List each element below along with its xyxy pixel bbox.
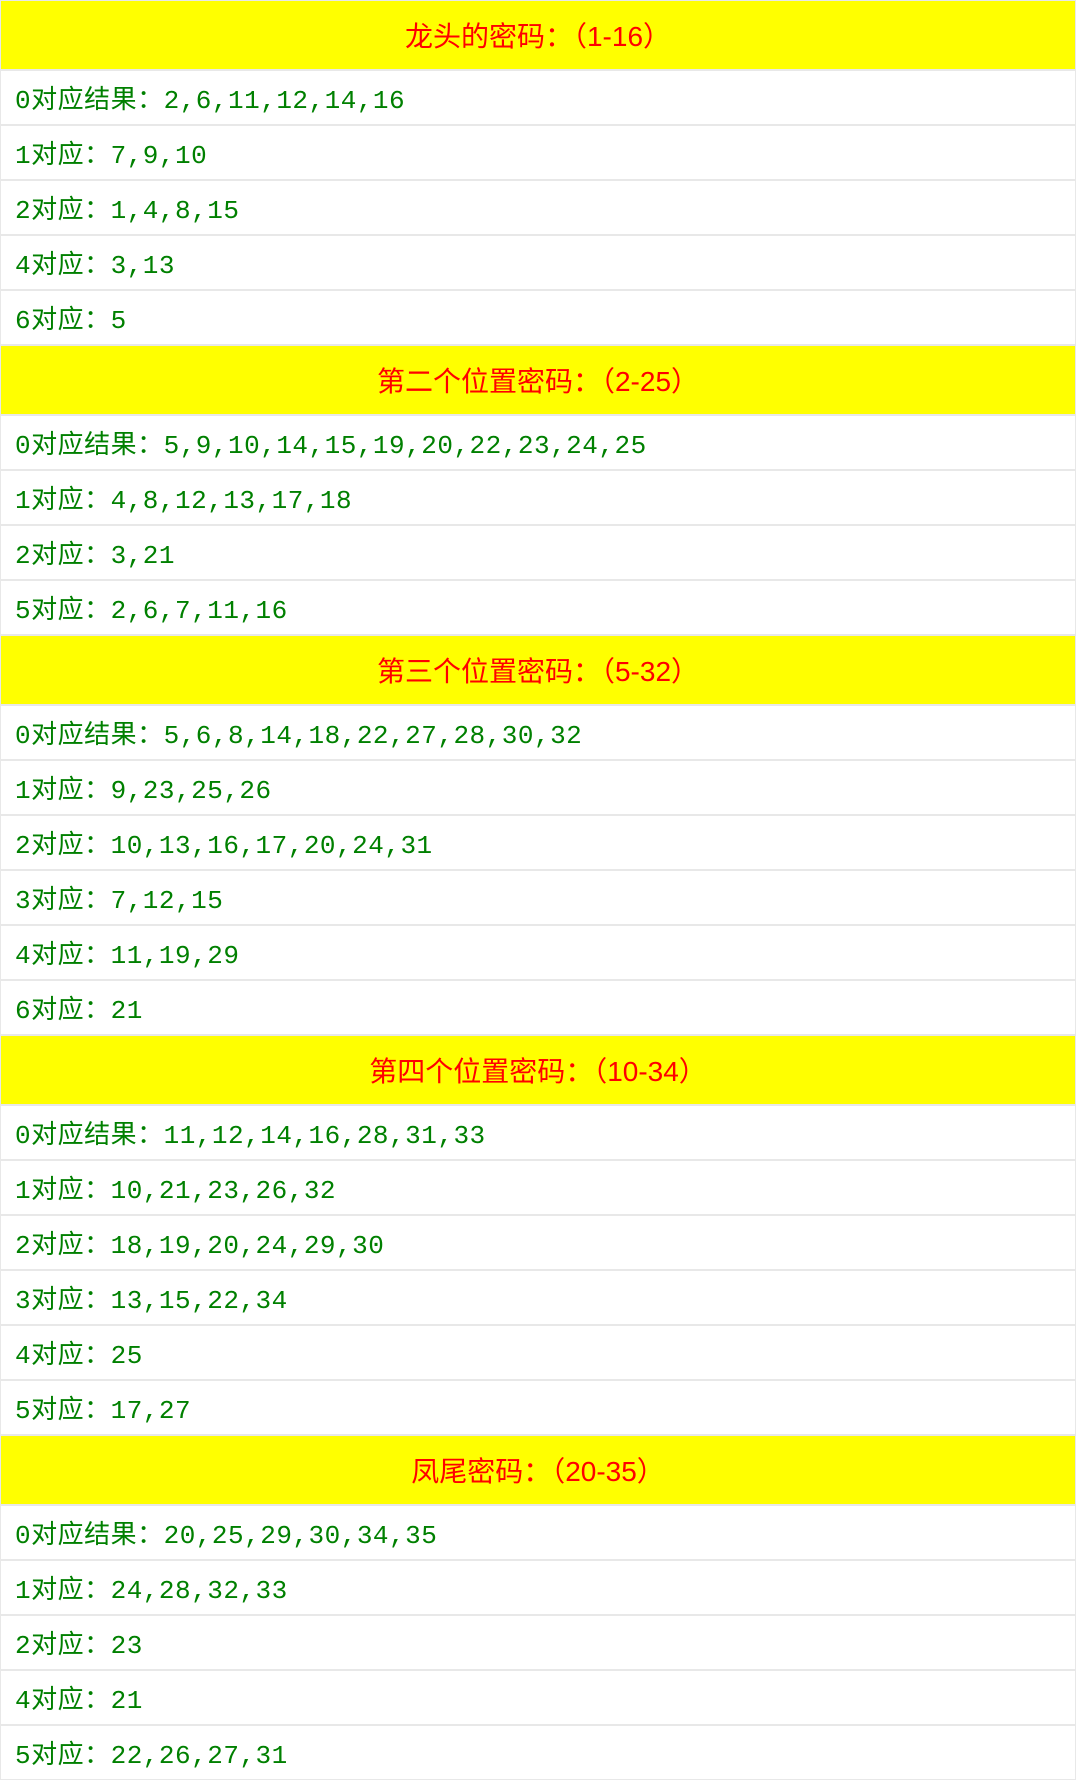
data-row: 2对应：18,19,20,24,29,30 [0, 1215, 1076, 1270]
data-row: 5对应：2,6,7,11,16 [0, 580, 1076, 635]
data-row: 6对应：21 [0, 980, 1076, 1035]
data-row: 0对应结果：11,12,14,16,28,31,33 [0, 1105, 1076, 1160]
data-row: 0对应结果：20,25,29,30,34,35 [0, 1505, 1076, 1560]
data-row: 3对应：13,15,22,34 [0, 1270, 1076, 1325]
data-row: 4对应：3,13 [0, 235, 1076, 290]
data-row: 2对应：10,13,16,17,20,24,31 [0, 815, 1076, 870]
data-row: 0对应结果：5,9,10,14,15,19,20,22,23,24,25 [0, 415, 1076, 470]
data-row: 1对应：7,9,10 [0, 125, 1076, 180]
data-row: 2对应：23 [0, 1615, 1076, 1670]
data-row: 5对应：22,26,27,31 [0, 1725, 1076, 1780]
data-row: 0对应结果：2,6,11,12,14,16 [0, 70, 1076, 125]
code-table: 龙头的密码：（1-16）0对应结果：2,6,11,12,14,161对应：7,9… [0, 0, 1076, 1780]
data-row: 2对应：1,4,8,15 [0, 180, 1076, 235]
data-row: 4对应：21 [0, 1670, 1076, 1725]
data-row: 1对应：4,8,12,13,17,18 [0, 470, 1076, 525]
data-row: 1对应：9,23,25,26 [0, 760, 1076, 815]
data-row: 1对应：24,28,32,33 [0, 1560, 1076, 1615]
section-header: 第三个位置密码：（5-32） [0, 635, 1076, 705]
data-row: 5对应：17,27 [0, 1380, 1076, 1435]
data-row: 4对应：11,19,29 [0, 925, 1076, 980]
section-header: 第四个位置密码：（10-34） [0, 1035, 1076, 1105]
data-row: 6对应：5 [0, 290, 1076, 345]
data-row: 4对应：25 [0, 1325, 1076, 1380]
section-header: 龙头的密码：（1-16） [0, 0, 1076, 70]
section-header: 第二个位置密码：（2-25） [0, 345, 1076, 415]
data-row: 1对应：10,21,23,26,32 [0, 1160, 1076, 1215]
section-header: 凤尾密码：（20-35） [0, 1435, 1076, 1505]
data-row: 3对应：7,12,15 [0, 870, 1076, 925]
data-row: 0对应结果：5,6,8,14,18,22,27,28,30,32 [0, 705, 1076, 760]
data-row: 2对应：3,21 [0, 525, 1076, 580]
